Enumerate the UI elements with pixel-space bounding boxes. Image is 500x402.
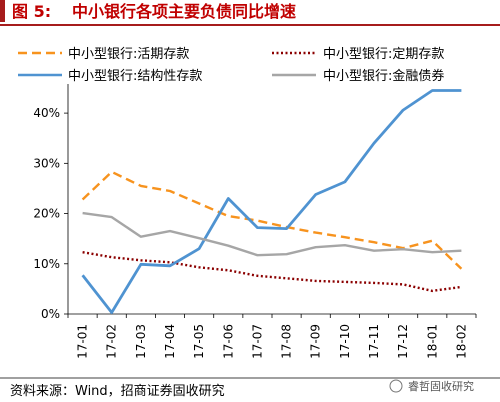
series-layer bbox=[81, 89, 463, 314]
x-tick-label: 17-01 bbox=[76, 324, 90, 359]
x-tick-label: 17-10 bbox=[338, 324, 352, 359]
x-tick-label: 17-12 bbox=[396, 324, 410, 359]
x-tick-label: 17-02 bbox=[105, 324, 119, 359]
x-tick-label: 17-04 bbox=[163, 324, 177, 359]
series-structured-deposits-line bbox=[81, 89, 462, 314]
legend-item-financial-bonds: 中小型银行:金融债券 bbox=[272, 68, 444, 84]
legend-item-time-deposits: 中小型银行:定期存款 bbox=[272, 47, 444, 62]
y-tick-label: 10% bbox=[33, 257, 60, 271]
title-bar-accent bbox=[0, 0, 5, 22]
legend-label-time-deposits: 中小型银行:定期存款 bbox=[323, 47, 444, 62]
figure-title: 中小银行各项主要负债同比增速 bbox=[72, 2, 296, 21]
watermark-logo-icon bbox=[389, 379, 403, 393]
legend-item-structured-deposits: 中小型银行:结构性存款 bbox=[18, 69, 202, 84]
x-tick-label: 17-07 bbox=[250, 324, 264, 359]
watermark-text: 睿哲固收研究 bbox=[408, 379, 474, 393]
x-tick-label: 17-03 bbox=[134, 324, 148, 359]
legend-label-structured-deposits: 中小型银行:结构性存款 bbox=[68, 69, 202, 84]
watermark: 睿哲固收研究 bbox=[389, 379, 474, 393]
series-time-deposits-line bbox=[82, 251, 462, 293]
legend: 中小型银行:活期存款 中小型银行:定期存款 中小型银行:结构性存款 中小型银行:… bbox=[18, 47, 444, 84]
x-tick-label: 17-06 bbox=[221, 324, 235, 359]
figure-label: 图 5: bbox=[12, 2, 51, 21]
legend-item-demand-deposits: 中小型银行:活期存款 bbox=[18, 47, 189, 62]
x-tick-label: 17-05 bbox=[192, 324, 206, 359]
legend-label-financial-bonds: 中小型银行:金融债券 bbox=[323, 68, 444, 84]
legend-label-demand-deposits: 中小型银行:活期存款 bbox=[68, 47, 189, 62]
x-tick-label: 17-11 bbox=[367, 324, 381, 359]
x-tick-label: 18-02 bbox=[454, 324, 468, 359]
series-demand-deposits-line bbox=[81, 170, 463, 270]
y-tick-label: 0% bbox=[41, 307, 60, 321]
y-tick-label: 20% bbox=[33, 207, 60, 221]
y-tick-label: 40% bbox=[33, 106, 60, 120]
y-axis: 0% 10% 20% 30% 40% bbox=[33, 84, 69, 321]
figure-header: 图 5: 中小银行各项主要负债同比增速 bbox=[0, 0, 500, 26]
source-note: 资料来源：Wind，招商证券固收研究 bbox=[10, 383, 225, 399]
x-tick-label: 18-01 bbox=[425, 324, 439, 359]
y-tick-label: 30% bbox=[33, 156, 60, 170]
x-tick-label: 17-09 bbox=[309, 324, 323, 359]
x-tick-label: 17-08 bbox=[280, 324, 294, 359]
series-financial-bonds-line bbox=[82, 211, 462, 257]
x-axis: 17-01 17-02 17-03 17-04 17-05 17-06 17-07 17-08… bbox=[67, 313, 477, 359]
